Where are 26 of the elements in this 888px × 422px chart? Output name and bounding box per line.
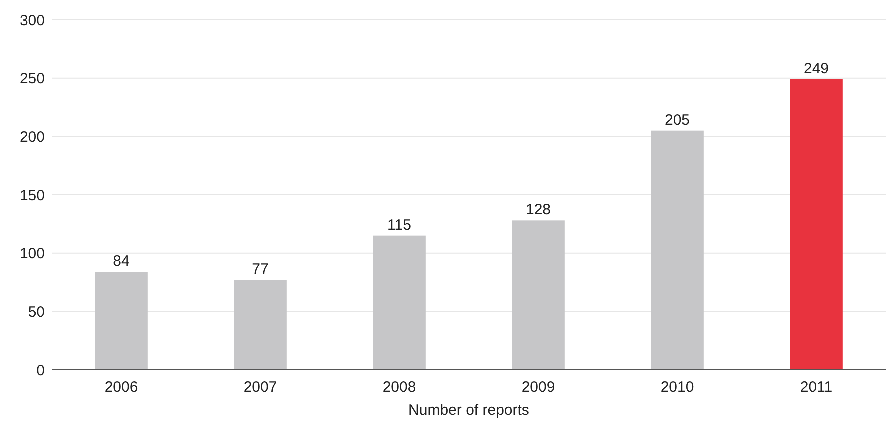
x-tick-label: 2007 [244,379,278,396]
x-tick-label: 2006 [104,379,138,396]
y-tick-label: 200 [20,128,45,146]
bar [790,80,843,370]
bar [373,236,426,370]
data-label: 205 [664,112,690,129]
data-label: 249 [804,60,830,78]
bar [234,280,287,370]
y-tick-label: 50 [28,304,45,321]
x-axis-title: Number of reports [408,402,530,419]
y-tick-label: 0 [36,362,45,380]
bar [512,220,565,370]
x-tick-label: 2011 [800,379,833,396]
y-tick-label: 300 [20,12,45,30]
x-tick-label: 2010 [660,379,694,396]
x-tick-label: 2008 [382,379,416,396]
data-label: 128 [526,202,552,219]
y-tick-label: 150 [20,187,45,204]
bar [651,130,704,370]
y-tick-label: 250 [20,70,45,88]
y-tick-label: 100 [20,246,45,263]
data-label: 84 [113,253,130,270]
data-label: 115 [388,216,412,234]
data-label: 77 [252,261,269,278]
x-tick-label: 2009 [522,379,556,396]
bar [95,272,148,370]
